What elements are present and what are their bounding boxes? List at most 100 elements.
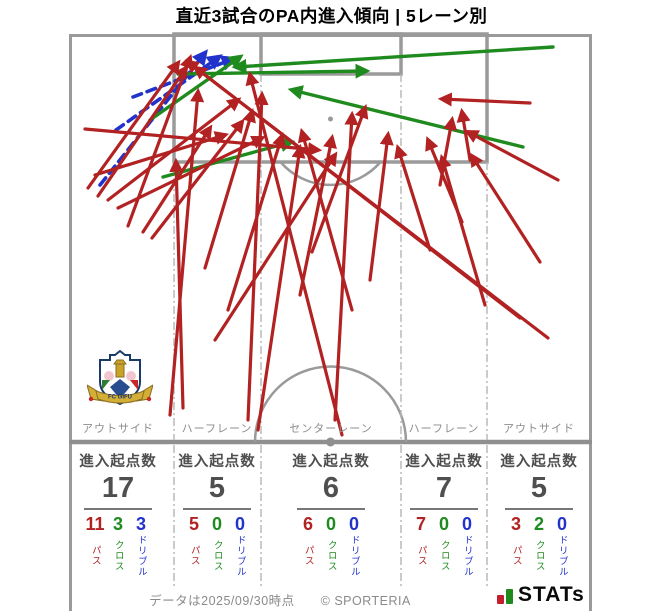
stat-dribble-value: 0 (348, 513, 359, 534)
stat-pass-label-cell: パス (297, 535, 320, 577)
stat-cross-value: 0 (211, 513, 222, 534)
entry-arrow-pass (437, 92, 532, 107)
stat-header-label: 進入起点数 (500, 454, 578, 470)
penalty-spot (328, 116, 333, 122)
stats-logo: STATs (497, 584, 585, 605)
stat-pass-value: 5 (188, 513, 199, 534)
entry-arrow-pass (394, 143, 432, 252)
entry-arrow-pass (93, 131, 230, 177)
entry-arrow-pass (256, 143, 306, 432)
bar-chart-icon-green-bar (506, 589, 513, 604)
page-title: 直近3試合のPA内進入傾向 | 5レーン別 (175, 6, 488, 26)
stat-dribble-value: 3 (135, 513, 146, 534)
stat-pass-label-cell: パス (84, 535, 107, 577)
entry-arrow-cross (287, 85, 525, 149)
stat-pass-label-cell: パス (183, 535, 206, 577)
stats-logo-text: STATs (518, 583, 585, 606)
stat-cross-value: 0 (325, 513, 336, 534)
stat-dribble-label: ドリブル (461, 534, 473, 577)
data-as-of-text: データは2025/09/30時点 (149, 594, 295, 608)
entry-arrow-pass (464, 130, 560, 182)
stat-cross-value: 0 (438, 513, 449, 534)
crest-blossom-left (104, 371, 114, 381)
entry-arrow-pass (246, 90, 269, 422)
footer-note: データは2025/09/30時点 © SPORTERIA (0, 590, 560, 609)
stat-pass-value: 6 (302, 513, 313, 534)
entry-arrow-pass (213, 151, 338, 342)
stat-total-value: 7 (435, 472, 453, 504)
stat-header-label: 進入起点数 (405, 454, 483, 470)
stat-total-value: 5 (208, 472, 226, 504)
entry-arrow-pass (438, 115, 458, 187)
entry-arrow-cross (176, 63, 371, 79)
stat-dribble-value: 0 (234, 513, 245, 534)
stat-divider (410, 507, 478, 510)
stat-column-4: 進入起点数 5 3 2 0 パス クロス ドリブル (487, 450, 591, 577)
entry-arrow-pass (310, 104, 369, 254)
stat-dribble-label: ドリブル (234, 534, 246, 577)
stat-dribble-value: 0 (461, 513, 472, 534)
stat-cross-label-cell: クロス (206, 535, 229, 577)
stat-pass-value: 7 (415, 513, 426, 534)
stat-cross-label: クロス (211, 540, 223, 572)
stat-cross-label-cell: クロス (320, 535, 343, 577)
stat-dribble-label-cell: ドリブル (130, 535, 153, 577)
crest-banner (95, 390, 145, 404)
entry-arrow-pass (438, 153, 487, 307)
stat-pass-label-cell: パス (505, 535, 528, 577)
stat-total-value: 17 (101, 472, 135, 504)
bar-chart-icon (497, 586, 514, 605)
stat-dribble-value: 0 (556, 513, 567, 534)
club-crest: FC GIFU (87, 349, 153, 406)
entry-arrow-cross (231, 45, 555, 74)
stat-cross-label: クロス (533, 540, 545, 572)
stat-breakdown-labels: パス クロス ドリブル (165, 535, 269, 577)
entry-arrow-pass (245, 70, 344, 437)
crest-ribbon-tip-right (146, 396, 152, 402)
stat-divider (84, 507, 152, 510)
stat-cross-value: 2 (533, 513, 544, 534)
entry-arrow-pass (469, 152, 542, 264)
stat-dribble-label: ドリブル (135, 534, 147, 577)
goal-area (259, 32, 403, 76)
stat-breakdown-labels: パス クロス ドリブル (487, 535, 591, 577)
penalty-arc (279, 161, 382, 187)
stat-header-label: 進入起点数 (79, 454, 157, 470)
stat-cross-label: クロス (325, 540, 337, 572)
crest-banner-text: FC GIFU (108, 395, 132, 401)
entry-arrow-pass (298, 133, 337, 297)
entry-arrow-pass (141, 124, 213, 234)
stat-header-label: 進入起点数 (178, 454, 256, 470)
crest-tower (115, 363, 125, 378)
center-spot (326, 437, 335, 447)
stat-column-3: 進入起点数 7 7 0 0 パス クロス ドリブル (392, 450, 496, 577)
stat-cross-label-cell: クロス (433, 535, 456, 577)
stat-cross-value: 3 (112, 513, 123, 534)
stat-dribble-label-cell: ドリブル (456, 535, 479, 577)
stat-pass-value: 11 (85, 513, 105, 534)
lane-label-0: アウトサイド (82, 423, 154, 435)
lane-label-2: センターレーン (289, 423, 373, 435)
stat-dribble-label-cell: ドリブル (343, 535, 366, 577)
crest-ribbon-tip-left (88, 396, 94, 402)
stat-breakdown-labels: パス クロス ドリブル (279, 535, 383, 577)
stat-pass-label: パス (302, 545, 314, 567)
crest-diamond (110, 379, 130, 399)
entry-arrow-pass (333, 110, 359, 422)
stat-cross-label: クロス (112, 540, 124, 572)
stat-pass-label: パス (415, 545, 427, 567)
stat-cross-label-cell: クロス (528, 535, 551, 577)
bar-chart-icon-red-bar (497, 595, 504, 604)
entry-arrows-layer (83, 45, 560, 437)
stat-divider (505, 507, 573, 510)
copyright-text: © SPORTERIA (320, 594, 411, 608)
stat-breakdown-values: 11 3 3 (66, 515, 170, 533)
stat-cross-label: クロス (438, 540, 450, 572)
entry-arrow-pass (96, 64, 189, 198)
stat-breakdown-labels: パス クロス ドリブル (392, 535, 496, 577)
stat-column-1: 進入起点数 5 5 0 0 パス クロス ドリブル (165, 450, 269, 577)
stat-pass-value: 3 (510, 513, 521, 534)
